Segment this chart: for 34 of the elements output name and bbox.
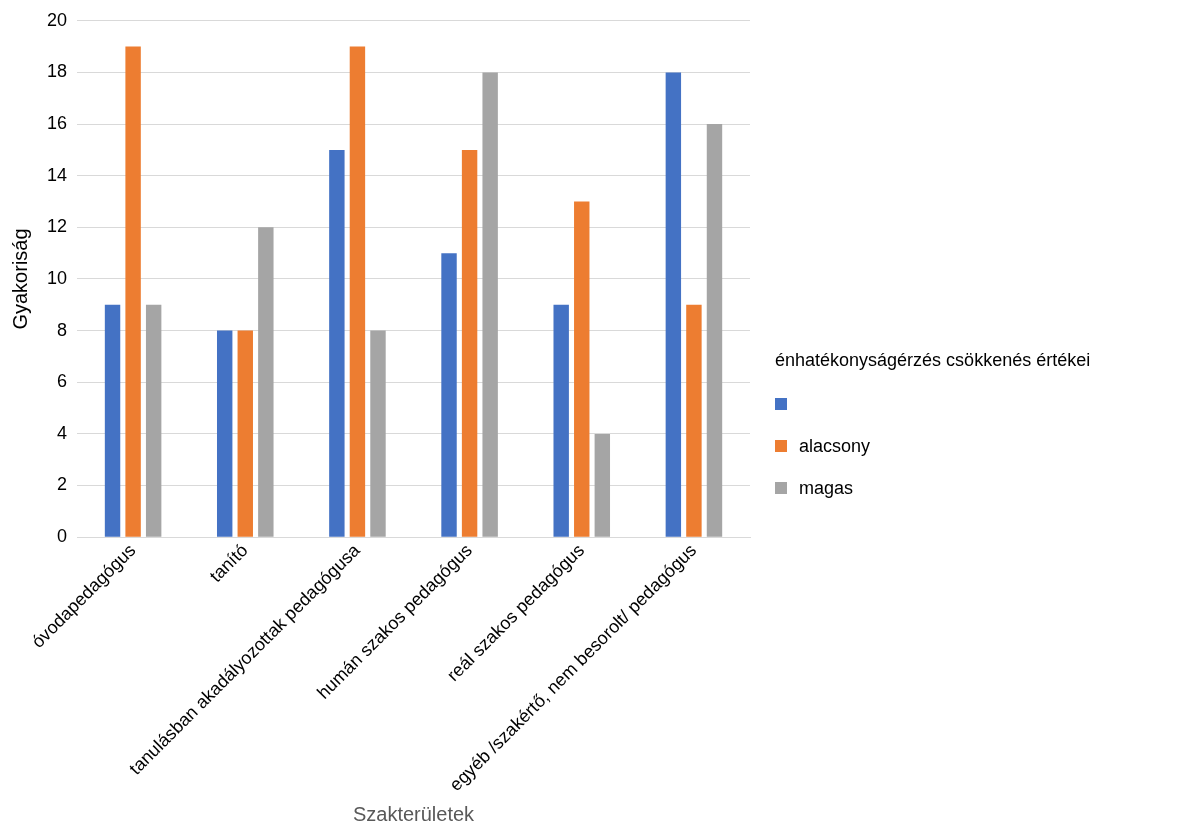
bar <box>349 46 366 537</box>
bar <box>553 304 569 537</box>
bar <box>104 304 121 537</box>
bar <box>706 124 723 537</box>
bar <box>665 72 682 537</box>
x-axis-title: Szakterületek <box>352 802 476 825</box>
bar <box>574 201 590 537</box>
y-axis-title: Gyakoriság <box>8 228 31 330</box>
bar <box>145 304 162 537</box>
bar <box>216 330 233 537</box>
y-tick-label: 16 <box>46 113 68 134</box>
bar <box>125 46 141 537</box>
y-tick-label: 14 <box>46 164 68 185</box>
y-tick-label: 18 <box>46 61 68 82</box>
bar <box>258 227 274 537</box>
legend-title: énhatékonyságérzés csökkenés értékei <box>775 350 1091 371</box>
bar <box>686 304 702 537</box>
y-tick-label: 6 <box>57 371 68 392</box>
bar <box>594 433 611 537</box>
legend-label: alacsony <box>799 435 871 457</box>
bar <box>329 149 345 537</box>
y-tick-label: 12 <box>46 216 68 237</box>
bar <box>482 72 498 537</box>
y-tick-label: 0 <box>57 526 68 547</box>
bar <box>441 253 457 537</box>
legend-label: magas <box>799 477 854 499</box>
bar <box>237 330 253 537</box>
bar <box>461 149 478 537</box>
y-tick-label: 8 <box>57 319 68 340</box>
y-tick-label: 10 <box>46 267 68 288</box>
y-tick-label: 20 <box>46 9 68 30</box>
y-tick-label: 2 <box>57 474 68 495</box>
bar <box>370 330 386 537</box>
y-tick-label: 4 <box>57 422 68 443</box>
